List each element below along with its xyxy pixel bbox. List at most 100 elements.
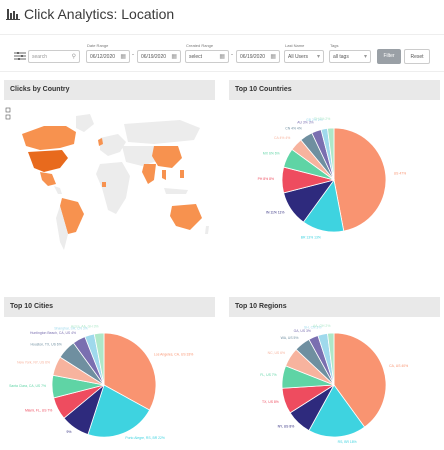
- tags-label: Tags: [330, 43, 339, 48]
- date-to-field[interactable]: 06/19/2020 ▦: [137, 50, 181, 63]
- zoom-in-button[interactable]: [5, 107, 11, 113]
- pie-slice-label: GB 2% 2%: [306, 118, 323, 122]
- cities-panel: Top 10 Cities Los Angeles, CA, US 33% Por…: [4, 297, 215, 450]
- pie-slice-label: CN 4% 4%: [285, 126, 302, 130]
- bar-chart-icon: [6, 9, 20, 20]
- search-input[interactable]: search ⚲: [28, 50, 80, 63]
- pie-slice-label: Los Angeles, CA, US 33%: [154, 352, 193, 356]
- regions-panel: Top 10 Regions CA, US 40% RS, BR 18% NY, U…: [229, 297, 440, 450]
- pie-slice-label: Accra, AA, GH 3%: [71, 324, 99, 328]
- pie-slice-label: GA, US 3%: [294, 329, 311, 333]
- created-from-field[interactable]: select ▦: [185, 50, 229, 63]
- regions-pie-chart[interactable]: CA, US 40% RS, BR 18% NY, US 8% TX, US 8% FL…: [229, 317, 440, 450]
- country-ghana: [102, 182, 106, 187]
- pie-slice-label: Santa Clara, CA, US 7%: [9, 384, 46, 388]
- tags-select-value: all tags: [333, 54, 349, 60]
- pie-slice-label: RS, BR 18%: [338, 440, 357, 444]
- date-from-value: 06/12/2020: [90, 54, 116, 60]
- pie-slice-label: Huntington Beach, CA, US 4%: [30, 331, 76, 335]
- calendar-icon[interactable]: ▦: [120, 54, 126, 60]
- pie-slice-label: 9%: [66, 430, 71, 434]
- central-america: [54, 186, 62, 194]
- date-to-value: 06/19/2020: [141, 54, 167, 60]
- range-dash: -: [231, 52, 233, 58]
- pie-slice-label: PH 8% 8%: [258, 177, 274, 181]
- pie-slice[interactable]: [308, 384, 366, 438]
- pie-slice-label: TX, US 8%: [262, 400, 279, 404]
- pie-slice-label: Houston, TX, US 6%: [30, 342, 61, 346]
- range-dash: -: [132, 52, 134, 58]
- chevron-down-icon: ▾: [363, 54, 367, 60]
- pie-slice[interactable]: [327, 127, 335, 181]
- sliders-icon[interactable]: [14, 51, 26, 61]
- europe: [100, 134, 126, 156]
- last-name-label: Last Name: [285, 43, 305, 48]
- tags-select[interactable]: all tags ▾: [329, 50, 371, 63]
- pie-slice-label: IN 11% 11%: [266, 211, 284, 215]
- pie-slice-label: CA 4% 4%: [274, 136, 290, 140]
- pie-slice-label: Porto Alegre, RS, BR 22%: [125, 436, 165, 440]
- search-placeholder: search: [32, 54, 48, 60]
- country-china: [152, 146, 182, 168]
- country-canada: [22, 126, 76, 150]
- russia: [124, 120, 200, 144]
- calendar-icon[interactable]: ▦: [171, 54, 177, 60]
- country-india: [142, 164, 156, 184]
- created-to-field[interactable]: 06/19/2020 ▦: [236, 50, 280, 63]
- new-zealand: [205, 226, 209, 234]
- users-select-value: All Users: [288, 54, 309, 60]
- calendar-icon[interactable]: ▦: [219, 54, 225, 60]
- created-range-label: Created Range: [186, 43, 214, 48]
- pie-slice[interactable]: [87, 384, 151, 438]
- date-range-label: Date Range: [87, 43, 109, 48]
- pie-slice[interactable]: [333, 332, 387, 428]
- country-thailand: [162, 170, 166, 180]
- country-usa: [28, 150, 68, 172]
- pie-slice-label: New York, NY, US 6%: [17, 361, 50, 365]
- pie-slice[interactable]: [333, 127, 387, 232]
- africa: [96, 162, 130, 214]
- calendar-icon[interactable]: ▦: [270, 54, 276, 60]
- users-select[interactable]: All Users ▾: [284, 50, 324, 63]
- date-from-field[interactable]: 06/12/2020 ▦: [86, 50, 130, 63]
- pie-slice-label: SH, CN 3%: [304, 325, 321, 329]
- pie-slice-label: NC, US 6%: [268, 351, 285, 355]
- country-mexico: [40, 172, 56, 186]
- created-to-value: 06/19/2020: [240, 54, 266, 60]
- zoom-out-button[interactable]: [5, 114, 11, 120]
- pie-slice-label: NY, US 8%: [278, 424, 295, 428]
- filter-button[interactable]: Filter: [377, 49, 401, 64]
- pie-slice-label: TH 2% 2%: [314, 117, 330, 121]
- panel-title: Top 10 Cities: [4, 297, 215, 317]
- pie-slice-label: AU 3% 3%: [297, 121, 313, 125]
- pie-slice[interactable]: [103, 332, 157, 411]
- pie-slice-label: FL, US 7%: [260, 373, 276, 377]
- pie-slice-label: CA, US 40%: [389, 364, 408, 368]
- indonesia: [164, 188, 188, 194]
- world-map[interactable]: [4, 102, 215, 280]
- panel-title: Top 10 Countries: [229, 80, 440, 100]
- pie-slice-label: WA, US 5%: [281, 336, 299, 340]
- filter-bar: [0, 34, 444, 72]
- cities-pie-chart[interactable]: Los Angeles, CA, US 33% Porto Alegre, RS,…: [4, 317, 215, 450]
- south-america-other: [56, 206, 68, 250]
- country-australia: [170, 204, 202, 230]
- reset-button[interactable]: Reset: [404, 49, 430, 64]
- pie-slice[interactable]: [93, 332, 105, 386]
- page-title: Click Analytics: Location: [24, 6, 175, 22]
- pie-slice-label: Shanghai, SH, CN 3%: [54, 326, 88, 330]
- search-icon: ⚲: [71, 54, 76, 60]
- pie-slice[interactable]: [327, 332, 335, 386]
- pie-slice-label: MX 6% 6%: [263, 151, 280, 155]
- pie-slice-label: AA, GH 2%: [313, 324, 330, 328]
- pie-slice-label: US 47%: [394, 171, 406, 175]
- countries-pie-chart[interactable]: US 47% BR 13% 13% IN 11% 11% PH 8% 8% MX 6% …: [229, 102, 440, 280]
- created-from-value: select: [189, 54, 203, 60]
- country-brazil: [60, 198, 84, 234]
- chevron-down-icon: ▾: [316, 54, 320, 60]
- asia-mid: [122, 146, 160, 166]
- page-header: Click Analytics: Location: [0, 0, 444, 30]
- pie-slice-label: Miami, FL, US 7%: [25, 408, 52, 412]
- countries-panel: Top 10 Countries US 47% BR 13% 13% IN 11% …: [229, 80, 440, 280]
- panel-title: Top 10 Regions: [229, 297, 440, 317]
